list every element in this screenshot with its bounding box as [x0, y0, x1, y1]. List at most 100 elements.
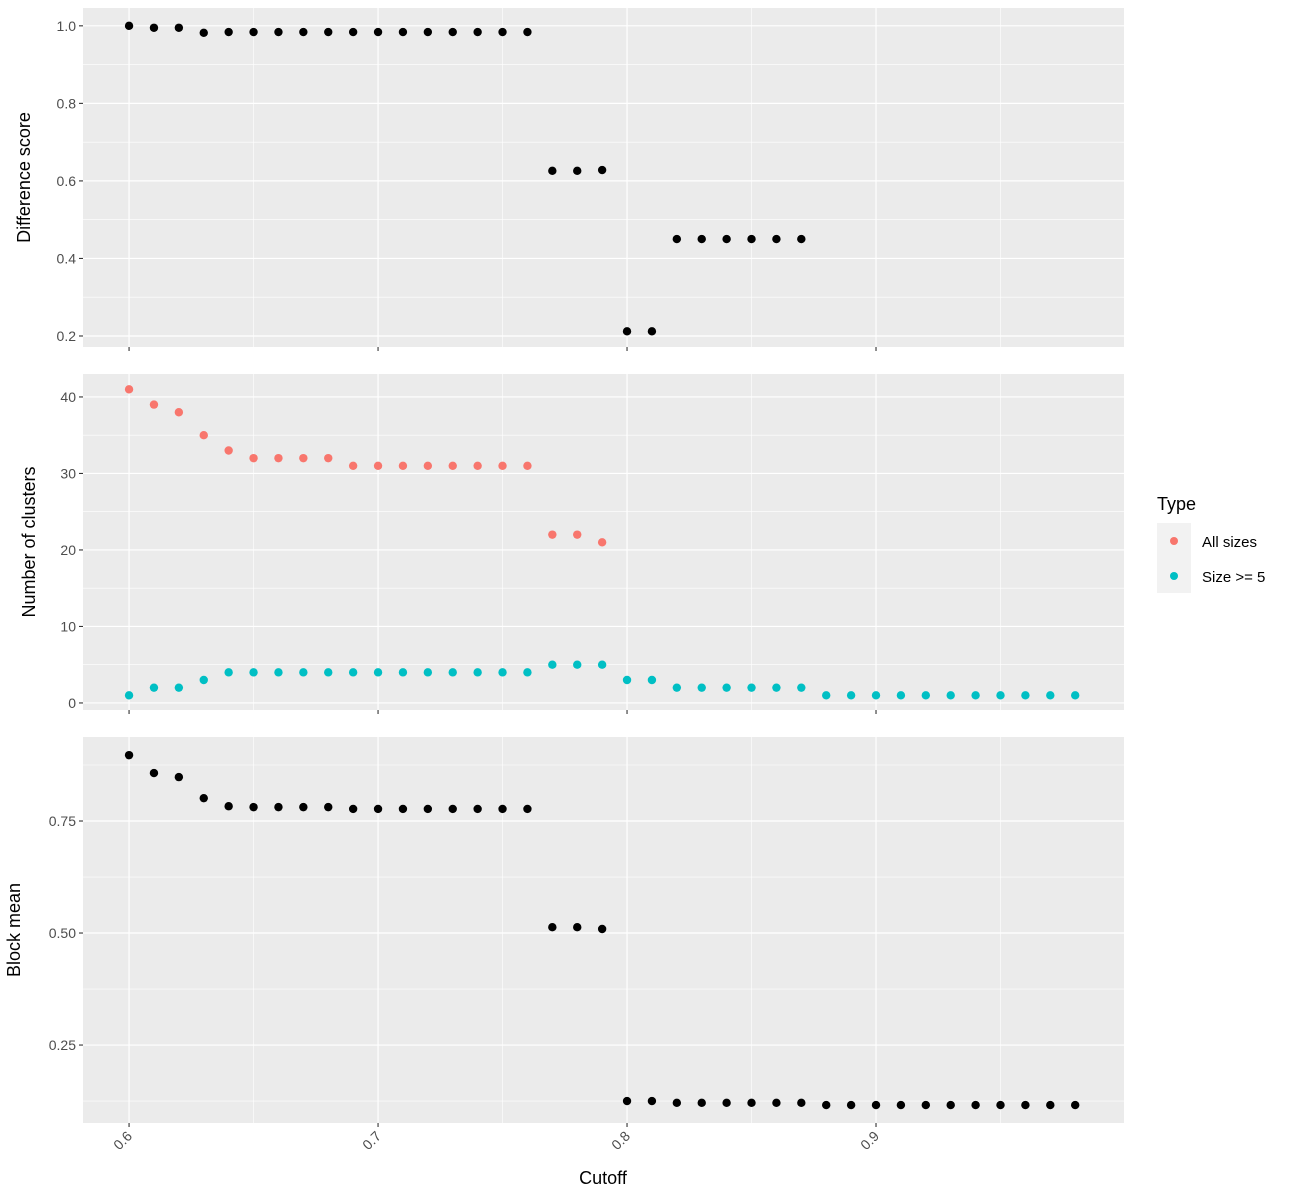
- data-point: [448, 461, 457, 471]
- data-point: [1046, 691, 1055, 700]
- data-point: [149, 768, 159, 778]
- data-point: [348, 804, 358, 814]
- data-point: [996, 1100, 1005, 1110]
- data-point: [324, 27, 333, 37]
- data-point: [772, 234, 781, 244]
- data-point: [622, 675, 632, 685]
- y-tick-label: 0: [68, 695, 76, 711]
- y-tick-label: 0.6: [57, 173, 77, 189]
- y-axis-title: Number of clusters: [19, 466, 39, 617]
- data-point: [971, 1100, 980, 1110]
- data-point: [373, 668, 383, 677]
- data-point: [324, 668, 333, 677]
- data-point: [124, 691, 134, 700]
- data-point: [523, 668, 532, 677]
- y-axis-title: Difference score: [14, 112, 34, 243]
- data-point: [647, 675, 657, 685]
- data-point: [149, 683, 159, 692]
- data-point: [348, 27, 358, 37]
- data-point: [573, 660, 582, 669]
- data-point: [423, 27, 433, 37]
- data-point: [697, 1098, 706, 1108]
- x-tick-label: 0.9: [857, 1128, 882, 1153]
- data-point: [647, 1096, 657, 1106]
- data-point: [772, 1098, 781, 1108]
- data-point: [622, 327, 632, 336]
- y-tick-label: 40: [60, 389, 76, 405]
- data-point: [423, 668, 433, 677]
- data-point: [971, 691, 980, 700]
- data-point: [324, 453, 333, 463]
- data-point: [1070, 1100, 1080, 1110]
- y-tick-label: 0.50: [49, 925, 76, 941]
- data-point: [473, 668, 482, 677]
- data-point: [921, 691, 931, 700]
- data-point: [199, 431, 208, 440]
- panel-3: 0.25 0.50 0.75 0.6 0.7 0.8 0.9 Block mean: [4, 737, 1124, 1153]
- data-point: [822, 1100, 831, 1110]
- data-point: [722, 234, 731, 244]
- data-point: [149, 400, 159, 409]
- data-point: [1046, 1100, 1055, 1110]
- data-point: [174, 772, 184, 782]
- y-tick-label: 0.2: [57, 328, 77, 344]
- data-point: [199, 28, 208, 38]
- data-point: [747, 683, 756, 692]
- y-tick-label: 0.25: [49, 1037, 76, 1053]
- x-tick-label: 0.8: [608, 1128, 633, 1153]
- y-tick-label: 30: [60, 465, 76, 481]
- data-point: [174, 408, 184, 417]
- data-point: [224, 802, 233, 811]
- data-point: [548, 166, 557, 176]
- y-tick-label: 0.8: [57, 95, 77, 111]
- y-tick-label: 10: [60, 618, 76, 634]
- series-block-mean: [124, 750, 1080, 1110]
- data-point: [274, 27, 283, 37]
- data-point: [174, 23, 184, 32]
- data-point: [498, 27, 507, 37]
- data-point: [249, 453, 258, 463]
- data-point: [299, 668, 308, 677]
- data-point: [1021, 691, 1030, 700]
- y-axis-title: Block mean: [4, 883, 24, 977]
- data-point: [224, 27, 233, 37]
- panel-2: 0 10 20 30 40 Number of clusters: [19, 374, 1124, 714]
- data-point: [423, 804, 433, 814]
- data-point: [398, 27, 408, 37]
- legend-label-all-sizes: All sizes: [1202, 534, 1257, 551]
- data-point: [946, 691, 955, 700]
- data-point: [473, 804, 482, 814]
- data-point: [274, 802, 283, 812]
- series-all-sizes: [124, 385, 607, 547]
- data-point: [573, 922, 582, 932]
- panel-1: 0.2 0.4 0.6 0.8 1.0 Difference score: [14, 8, 1124, 351]
- data-point: [149, 23, 159, 32]
- data-point: [373, 27, 383, 37]
- data-point: [1021, 1100, 1030, 1110]
- data-point: [597, 660, 607, 669]
- data-point: [199, 675, 208, 685]
- data-point: [224, 446, 233, 455]
- data-point: [249, 802, 258, 812]
- legend-key-all-sizes: [1170, 537, 1178, 545]
- data-point: [473, 461, 482, 471]
- data-point: [348, 461, 358, 471]
- data-point: [448, 668, 457, 677]
- data-point: [224, 668, 233, 677]
- data-point: [523, 461, 532, 471]
- data-point: [249, 27, 258, 37]
- legend-label-size-5: Size >= 5: [1202, 569, 1265, 586]
- data-point: [1070, 691, 1080, 700]
- data-point: [498, 668, 507, 677]
- legend-key-background: [1157, 523, 1191, 593]
- data-point: [597, 924, 607, 934]
- data-point: [697, 683, 706, 692]
- data-point: [299, 802, 308, 812]
- data-point: [747, 1098, 756, 1108]
- series-size-5: [124, 660, 1080, 700]
- data-point: [597, 538, 607, 547]
- data-point: [373, 804, 383, 814]
- x-axis-title: Cutoff: [579, 1168, 628, 1188]
- data-point: [996, 691, 1005, 700]
